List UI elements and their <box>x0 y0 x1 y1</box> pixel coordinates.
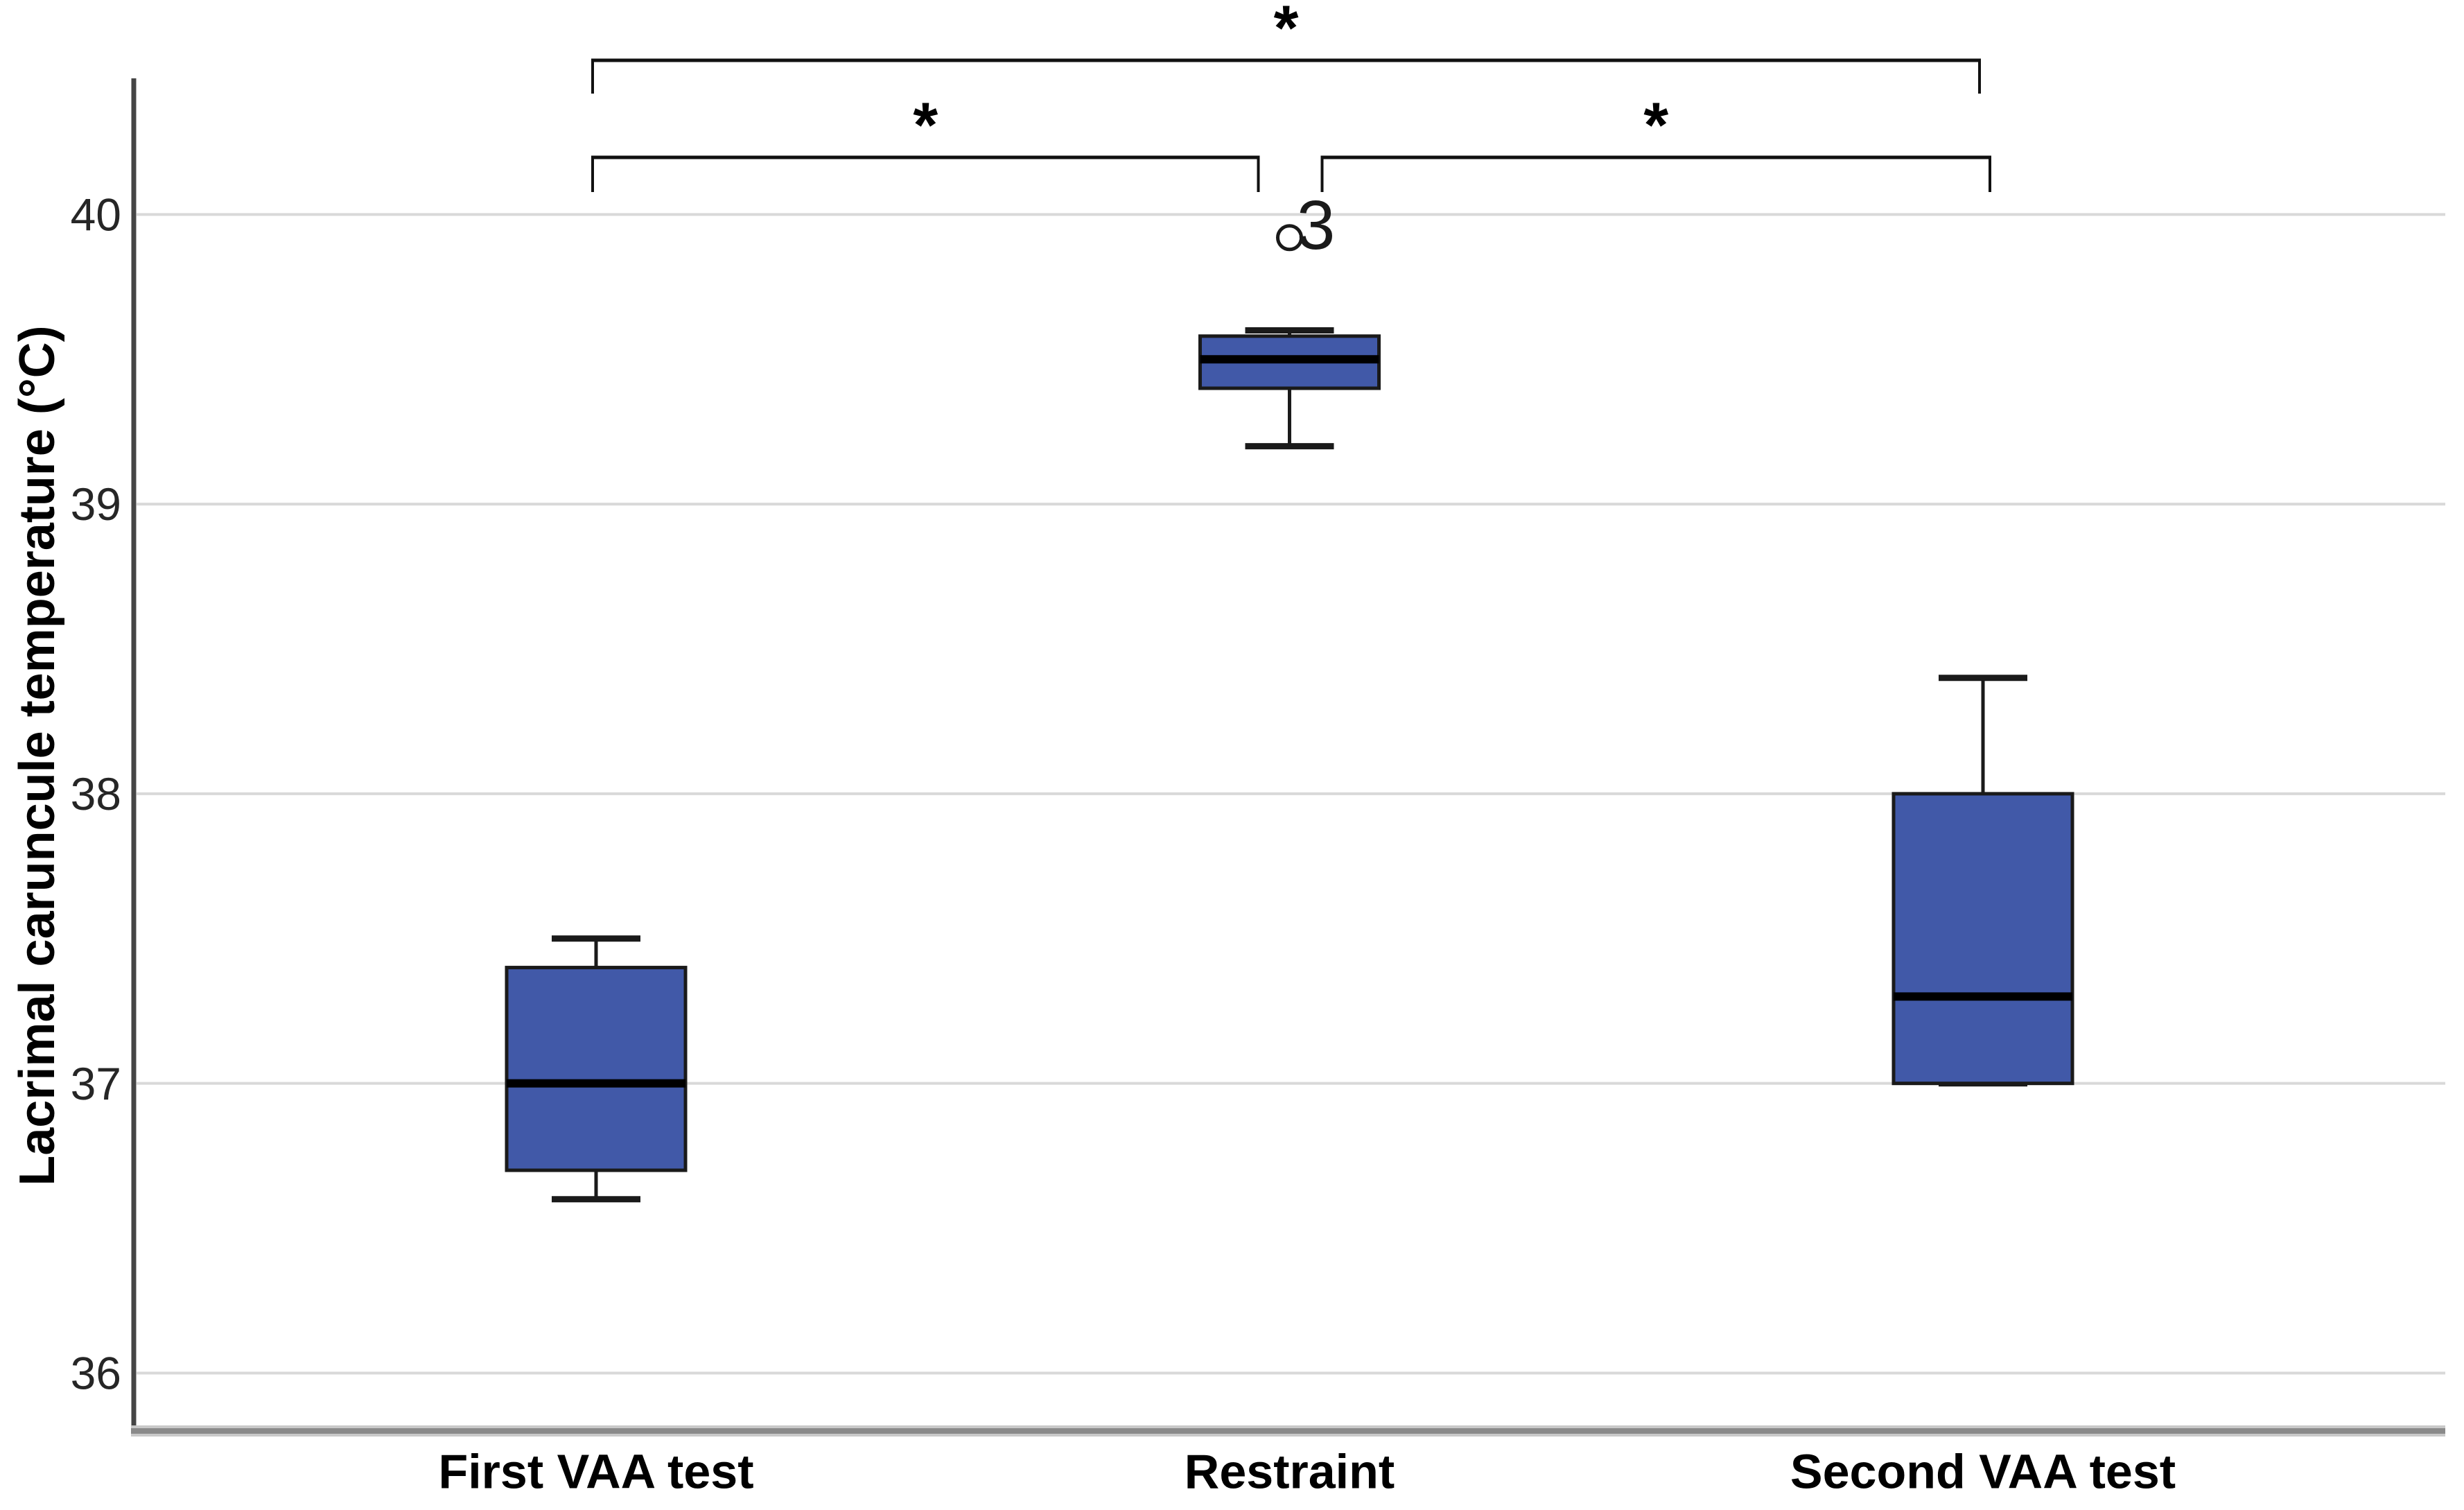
box-iqr <box>505 966 688 1172</box>
x-axis-line <box>131 1425 2445 1428</box>
x-category-label: Second VAA test <box>1790 1445 2176 1499</box>
x-category-label: First VAA test <box>438 1445 753 1499</box>
x-axis-line <box>131 1434 2445 1437</box>
y-tick-label: 39 <box>71 478 121 530</box>
x-category-label: Restraint <box>1185 1445 1395 1499</box>
x-axis-line <box>131 1428 2445 1434</box>
box-iqr <box>1891 792 2074 1086</box>
y-tick-label: 37 <box>71 1058 121 1109</box>
significance-asterisk: * <box>913 90 938 161</box>
outlier-case-label: 3 <box>1297 186 1336 264</box>
outlier-marker <box>1276 224 1303 252</box>
y-tick-label: 36 <box>71 1348 121 1399</box>
y-tick-label: 38 <box>71 768 121 819</box>
significance-asterisk: * <box>1274 0 1299 64</box>
significance-asterisk: * <box>1643 90 1668 161</box>
y-tick-label: 40 <box>71 189 121 240</box>
